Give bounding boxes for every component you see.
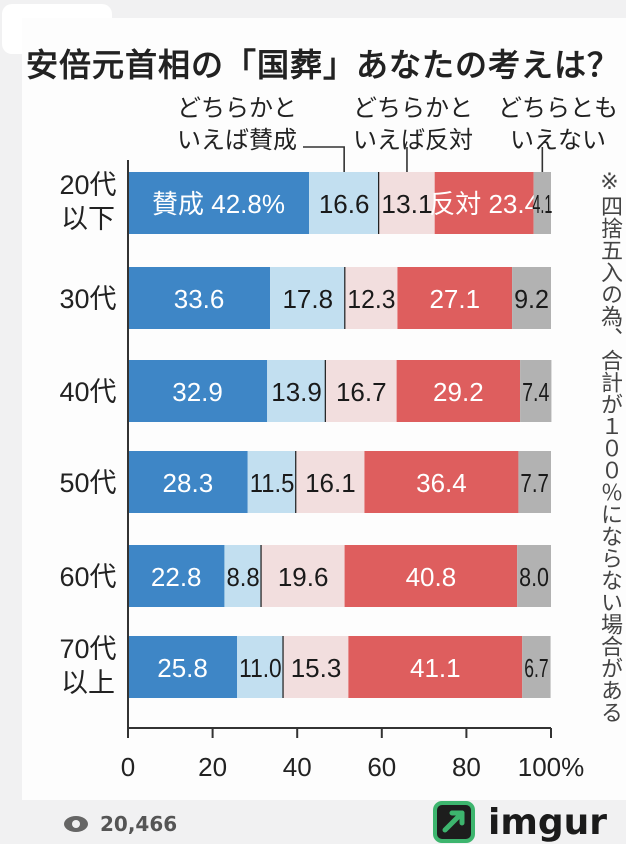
data-label: 32.9 xyxy=(172,377,223,407)
bar-segment-どちらかといえば反対 xyxy=(325,360,397,422)
category-label: 20代以下 xyxy=(59,170,116,234)
bar-segment-どちらともいえない xyxy=(520,360,552,422)
imgur-logo-icon xyxy=(433,801,475,843)
data-label: 7.7 xyxy=(520,468,549,498)
bar-segment-反対 xyxy=(397,267,513,329)
bar-segment-反対 xyxy=(344,545,518,607)
bar-segment-反対 xyxy=(364,451,519,513)
data-label: 4.1 xyxy=(532,189,552,219)
category-label: 40代 xyxy=(59,377,116,407)
bar-segment-どちらともいえない xyxy=(517,545,551,607)
data-label: 40.8 xyxy=(406,562,457,592)
bar-segment-賛成 xyxy=(128,545,225,607)
bar-segment-どちらかといえば反対 xyxy=(345,267,398,329)
bar-segment-どちらかといえば反対 xyxy=(379,172,435,234)
data-label: 25.8 xyxy=(157,653,208,683)
data-label: 15.3 xyxy=(291,653,342,683)
data-label: 36.4 xyxy=(416,468,467,498)
data-label: 13.9 xyxy=(271,377,322,407)
data-label: 8.8 xyxy=(226,562,259,592)
data-label: 22.8 xyxy=(151,562,202,592)
brand-name: imgur xyxy=(488,801,608,843)
category-label: 60代 xyxy=(59,562,116,592)
chart-title: 安倍元首相の「国葬」あなたの考えは？ xyxy=(26,46,621,84)
x-tick-label: 0 xyxy=(121,752,135,782)
data-label: 8.0 xyxy=(519,562,549,592)
data-label: 9.2 xyxy=(514,284,549,314)
bar-segment-どちらかといえば反対 xyxy=(283,636,349,698)
bar-segment-どちらかといえば賛成 xyxy=(247,451,297,513)
bar-segment-どちらかといえば賛成 xyxy=(224,545,262,607)
data-label: 反対 23.4 xyxy=(429,189,539,219)
bar-segment-どちらともいえない xyxy=(512,267,551,329)
x-tick-label: 80 xyxy=(452,752,481,782)
data-label: 16.7 xyxy=(336,377,387,407)
bar-segment-賛成 xyxy=(128,451,248,513)
bar-segment-どちらかといえば賛成 xyxy=(309,172,380,234)
category-label: 50代 xyxy=(59,468,116,498)
data-label: 27.1 xyxy=(429,284,480,314)
data-label: 19.6 xyxy=(278,562,329,592)
legend-label: どちらかと xyxy=(177,95,297,122)
x-tick-label: 40 xyxy=(283,752,312,782)
bar-segment-どちらともいえない xyxy=(518,451,551,513)
legend-label: いえない xyxy=(510,127,606,154)
bar-segment-反対 xyxy=(434,172,534,234)
data-label: 29.2 xyxy=(433,377,484,407)
bar-segment-どちらかといえば反対 xyxy=(261,545,345,607)
data-label: 28.3 xyxy=(163,468,214,498)
bar-segment-どちらかといえば賛成 xyxy=(270,267,346,329)
legend-label: いえば賛成 xyxy=(177,127,297,154)
bar-segment-賛成 xyxy=(128,267,271,329)
data-label: 16.1 xyxy=(305,468,356,498)
view-count: 20,466 xyxy=(62,812,177,836)
bar-segment-どちらかといえば賛成 xyxy=(237,636,284,698)
imgur-logo-link[interactable]: imgur xyxy=(432,800,607,844)
bar-segment-賛成 xyxy=(128,636,238,698)
data-label: 11.0 xyxy=(239,653,282,683)
bar-segment-どちらともいえない xyxy=(522,636,551,698)
x-tick-label: 20 xyxy=(198,752,227,782)
x-tick-label: 100% xyxy=(518,752,585,782)
x-tick-label: 60 xyxy=(367,752,396,782)
data-label: 17.8 xyxy=(282,284,333,314)
bar-segment-賛成 xyxy=(128,360,268,422)
data-label: 41.1 xyxy=(410,653,461,683)
eye-icon xyxy=(64,816,88,832)
data-label: 賛成 42.8% xyxy=(152,189,285,219)
legend-label: いえば反対 xyxy=(353,127,473,154)
legend-leader-line xyxy=(303,146,345,172)
view-count-value: 20,466 xyxy=(100,812,178,836)
rounding-note: ※四捨五入の為、合計が１００％にならない場合がある xyxy=(597,170,622,723)
data-label: 13.1 xyxy=(381,189,432,219)
category-label: 70代以上 xyxy=(59,634,116,698)
data-label: 11.5 xyxy=(250,468,295,498)
bar-segment-どちらかといえば反対 xyxy=(296,451,365,513)
bar-segment-どちらともいえない xyxy=(533,172,551,234)
bar-segment-賛成 xyxy=(128,172,310,234)
data-label: 16.6 xyxy=(319,189,370,219)
data-label: 33.6 xyxy=(174,284,225,314)
data-label: 7.4 xyxy=(522,377,549,407)
legend-label: どちらかと xyxy=(353,95,473,122)
data-label: 6.7 xyxy=(524,653,548,683)
category-label: 30代 xyxy=(59,284,116,314)
bar-segment-反対 xyxy=(396,360,521,422)
bar-segment-どちらかといえば賛成 xyxy=(267,360,326,422)
legend-label: どちらとも xyxy=(498,95,618,122)
bar-segment-反対 xyxy=(348,636,523,698)
data-label: 12.3 xyxy=(347,284,395,314)
